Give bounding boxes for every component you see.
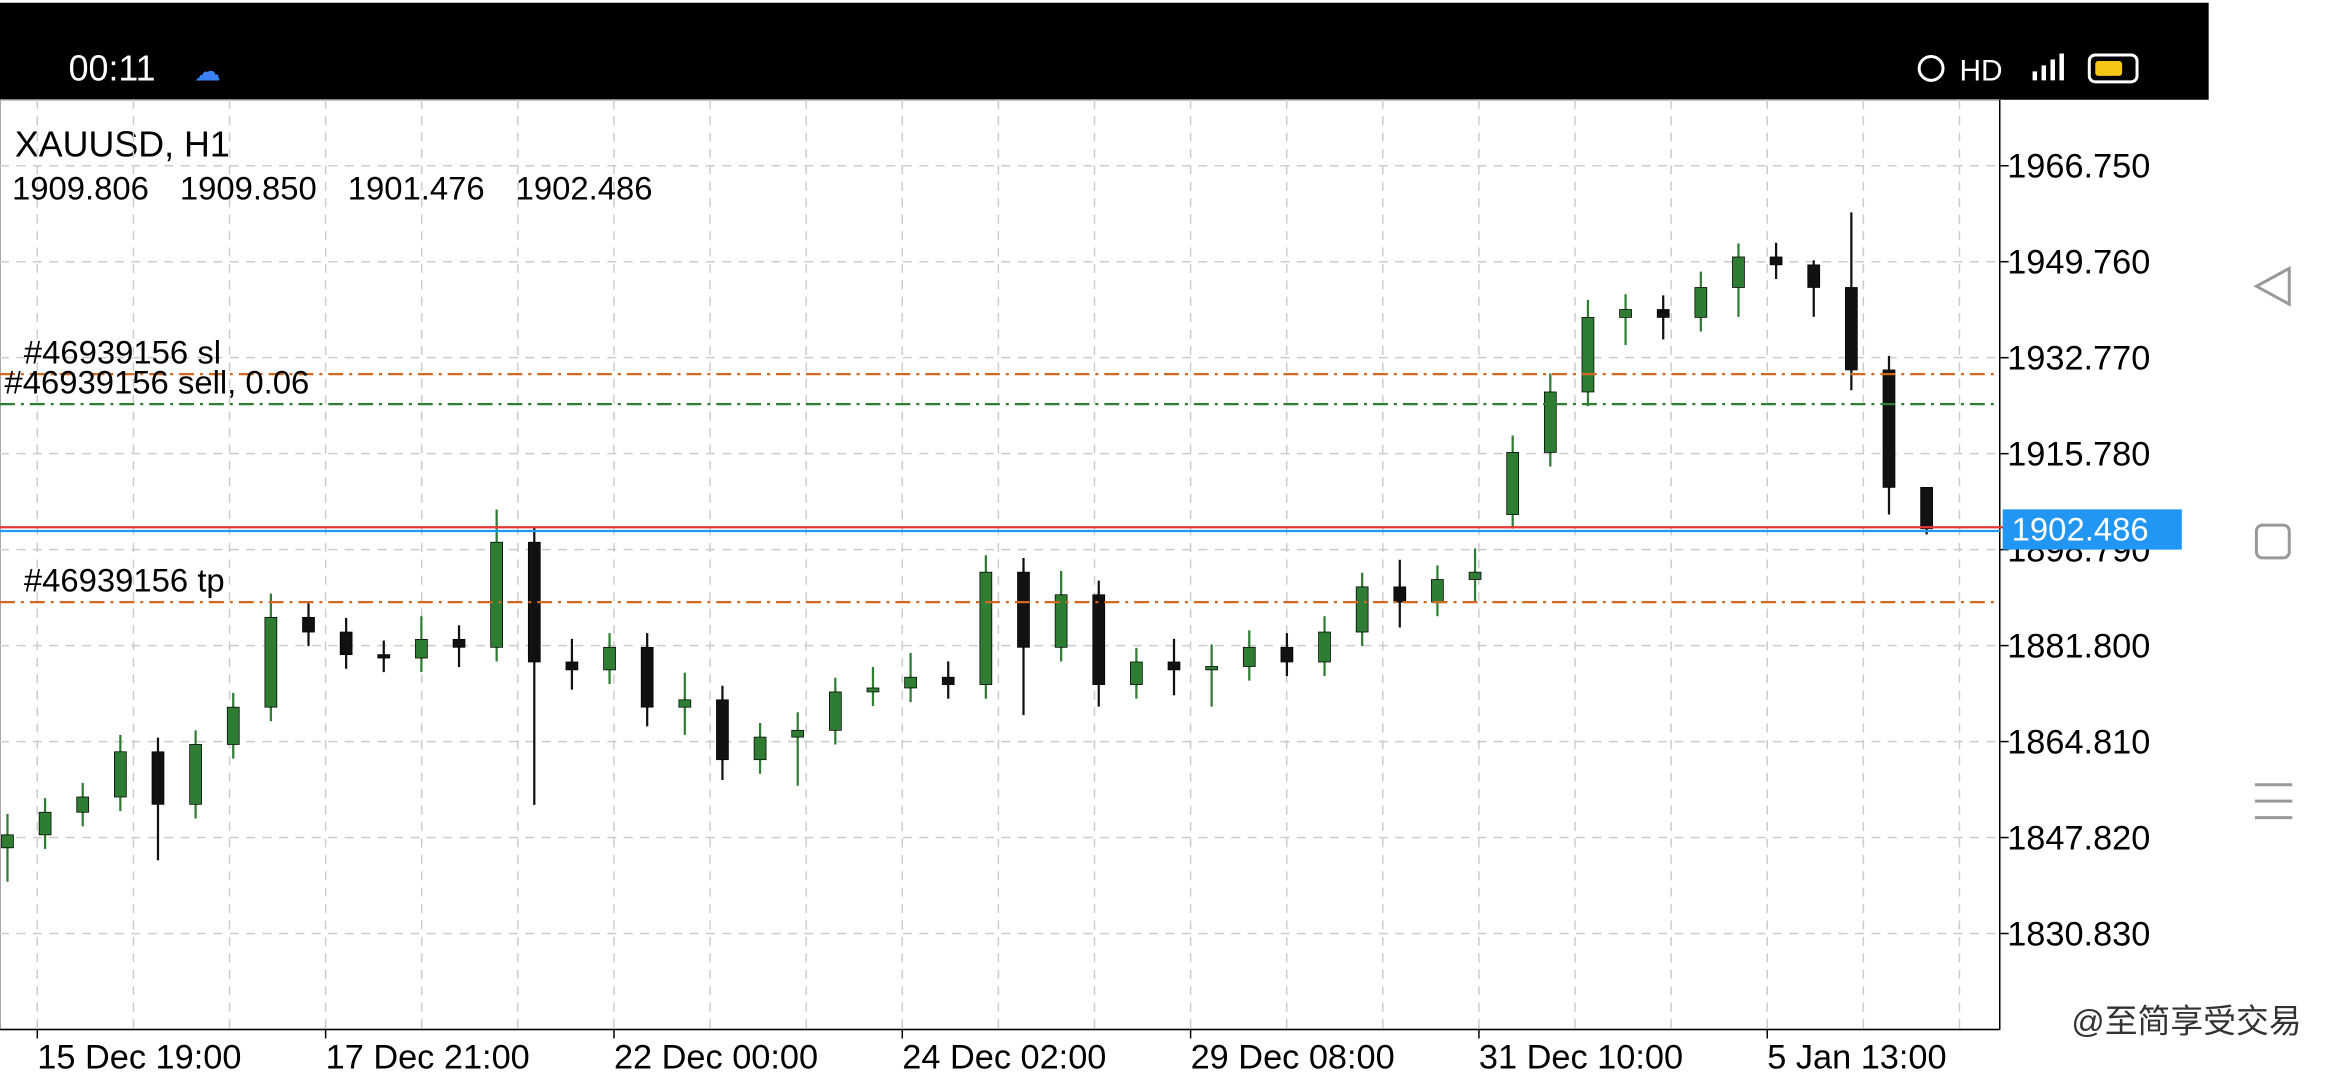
order-label: #46939156 sl xyxy=(24,334,221,371)
menu-button[interactable] xyxy=(2254,783,2293,820)
candle-body xyxy=(1393,586,1407,603)
price-tag xyxy=(2002,509,2182,550)
y-tick-label: 1847.820 xyxy=(2007,819,2150,857)
y-tick-label: 1881.800 xyxy=(2007,628,2150,666)
x-tick-label: 17 Dec 21:00 xyxy=(326,1038,530,1076)
candle-body xyxy=(377,654,391,659)
y-tick-label: 1915.780 xyxy=(2007,436,2150,474)
ohlc-value: 1909.806 xyxy=(12,170,149,207)
candle-body xyxy=(640,646,654,708)
candle-body xyxy=(1694,287,1708,318)
candle-body xyxy=(1769,256,1783,266)
clock: 00:11 xyxy=(69,48,156,88)
y-tick-label: 1932.770 xyxy=(2007,340,2150,378)
candle-body xyxy=(753,736,767,761)
candle-body xyxy=(1920,487,1933,530)
watermark: @至简享受交易 xyxy=(2071,1002,2301,1039)
candle-body xyxy=(1732,256,1745,288)
candle-body xyxy=(716,699,729,761)
candle-body xyxy=(38,811,52,836)
candle-body xyxy=(1543,391,1557,453)
candle-body xyxy=(490,541,504,648)
x-tick-label: 22 Dec 00:00 xyxy=(614,1038,818,1076)
y-tick-label: 1864.810 xyxy=(2007,724,2150,762)
home-button[interactable] xyxy=(2254,523,2291,560)
candle-body xyxy=(1167,661,1181,671)
y-tick-label: 1830.830 xyxy=(2007,915,2150,953)
x-tick-label: 15 Dec 19:00 xyxy=(37,1038,241,1076)
candle-body xyxy=(979,571,993,685)
order-label: #46939156 sell, 0.06 xyxy=(4,364,309,401)
candle-body xyxy=(904,676,917,689)
candle-body xyxy=(76,796,90,813)
candle-body xyxy=(452,639,466,648)
price-tag-label: 1902.486 xyxy=(2012,511,2149,548)
x-tick-label: 31 Dec 10:00 xyxy=(1479,1038,1683,1076)
order-label: #46939156 tp xyxy=(24,562,225,599)
ohlc-value: 1901.476 xyxy=(348,170,485,207)
y-tick-label: 1949.760 xyxy=(2007,244,2150,282)
candle-body xyxy=(1807,264,1821,288)
candle-body xyxy=(565,661,579,671)
candle-body xyxy=(828,691,842,731)
candle-body xyxy=(415,639,428,659)
candle-body xyxy=(1130,661,1143,685)
candle-body xyxy=(1619,309,1632,318)
candle-body xyxy=(941,676,955,685)
ohlc-value: 1902.486 xyxy=(516,170,653,207)
back-button[interactable] xyxy=(2253,265,2291,307)
candle-body xyxy=(1242,646,1256,667)
candle-body xyxy=(1355,586,1369,633)
candle-body xyxy=(1431,579,1444,603)
candle-body xyxy=(151,751,165,805)
candle-body xyxy=(678,699,692,708)
candle-body xyxy=(1468,571,1482,580)
weather-icon: ☁ xyxy=(194,56,221,86)
candle-body xyxy=(1092,594,1106,685)
battery-level xyxy=(2095,60,2123,76)
candle-body xyxy=(1882,369,1896,488)
symbol-title: XAUUSD, H1 xyxy=(15,124,230,164)
candle-body xyxy=(1,834,14,849)
candle-body xyxy=(791,729,805,738)
candle-body xyxy=(1280,646,1294,663)
candle-body xyxy=(302,616,315,633)
ohlc-value: 1909.850 xyxy=(180,170,317,207)
candle-body xyxy=(264,616,278,708)
candle-body xyxy=(226,706,240,745)
x-tick-label: 29 Dec 08:00 xyxy=(1191,1038,1395,1076)
x-tick-label: 24 Dec 02:00 xyxy=(902,1038,1106,1076)
signal-icon xyxy=(2032,53,2064,81)
battery-icon xyxy=(2087,53,2139,84)
network-type: HD xyxy=(1959,54,2002,87)
candle-body xyxy=(339,631,353,656)
x-tick-label: 5 Jan 13:00 xyxy=(1767,1038,1946,1076)
candle-body xyxy=(1845,287,1858,371)
candle-body xyxy=(1318,631,1331,663)
candle-body xyxy=(866,687,880,693)
candle-body xyxy=(1205,666,1218,671)
candle-body xyxy=(1656,309,1670,318)
candle-body xyxy=(189,744,202,805)
candle-body xyxy=(1054,594,1068,648)
alarm-icon xyxy=(1917,54,1945,82)
y-tick-label: 1966.750 xyxy=(2007,148,2150,186)
candle-body xyxy=(1506,452,1520,515)
candle-body xyxy=(114,751,127,798)
candle-body xyxy=(1581,317,1595,393)
candle-body xyxy=(603,646,616,671)
plot-frame xyxy=(0,99,2001,1031)
candle-body xyxy=(1017,571,1030,648)
status-bar xyxy=(0,2,2209,100)
